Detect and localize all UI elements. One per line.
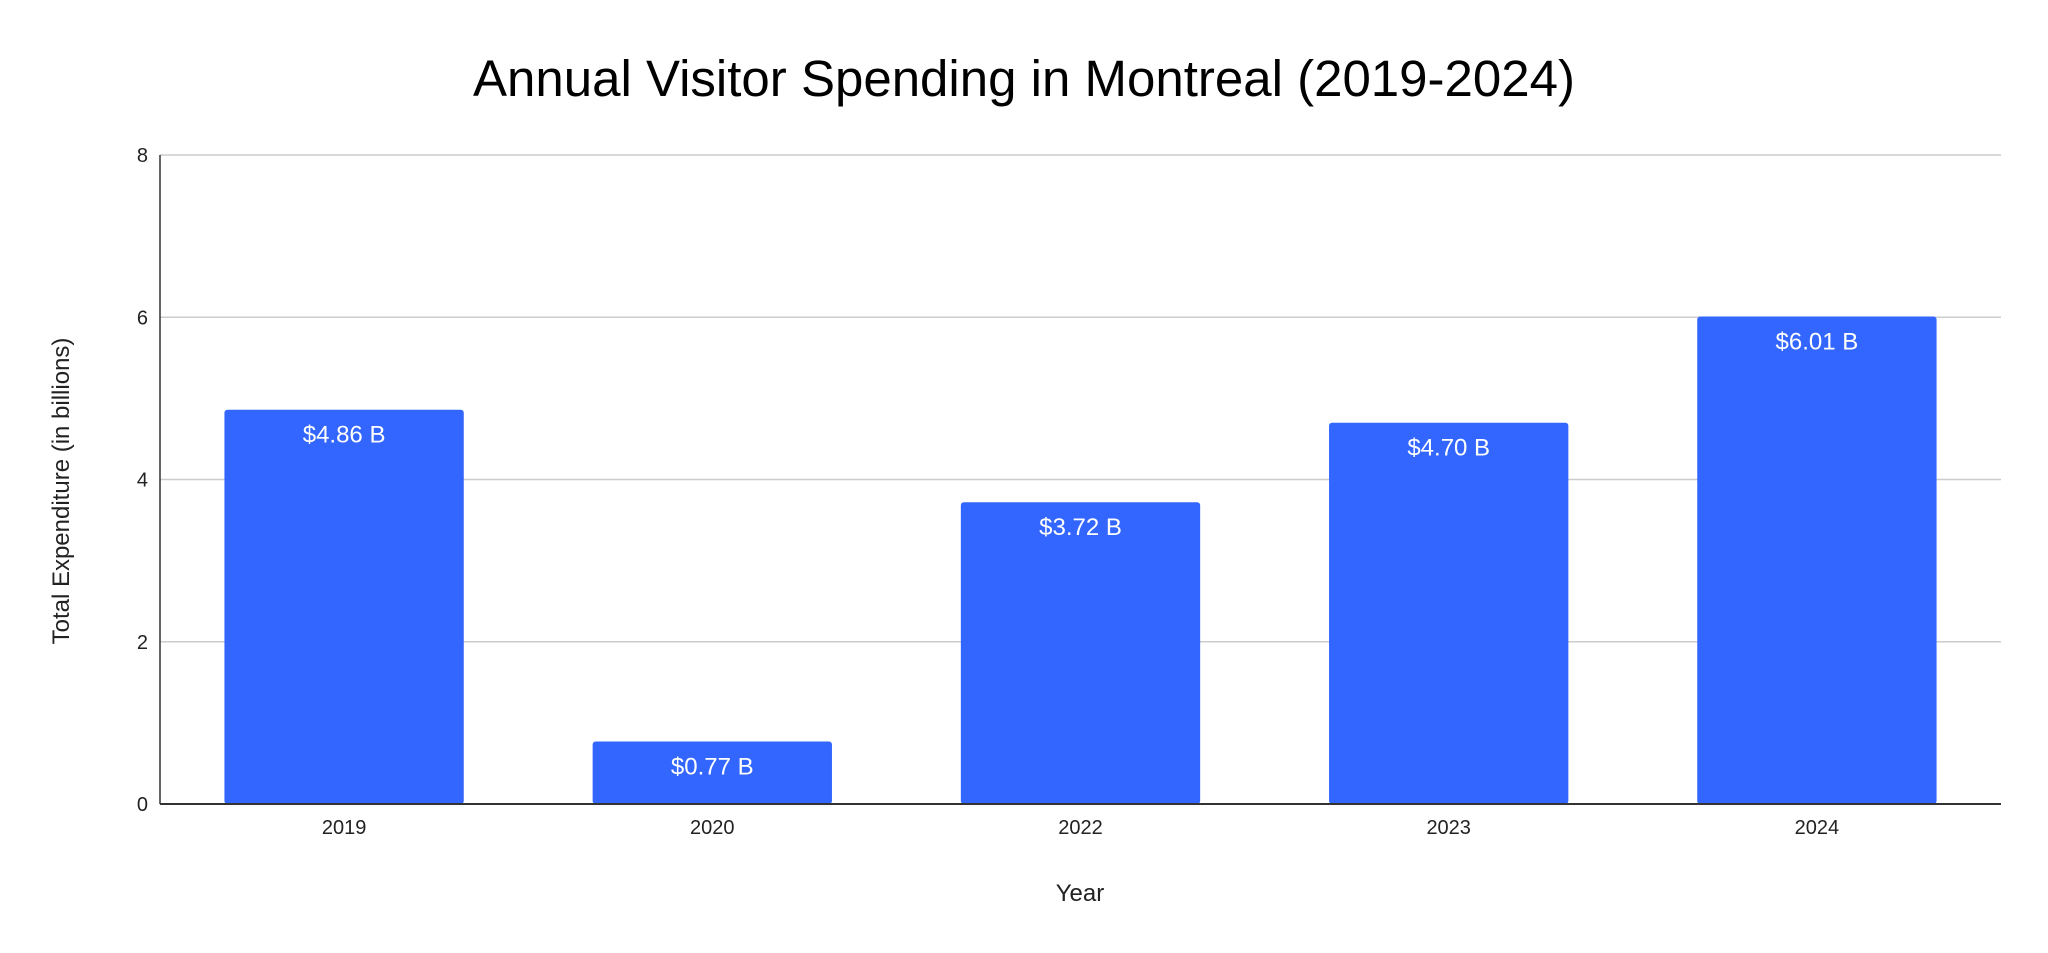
x-tick-label: 2023 xyxy=(1426,817,1471,839)
data-label: $3.72 B xyxy=(1039,514,1122,541)
y-tick-label: 4 xyxy=(137,470,148,492)
data-label: $4.70 B xyxy=(1407,435,1490,462)
x-tick-label: 2019 xyxy=(322,817,367,839)
y-tick-label: 8 xyxy=(137,145,148,167)
x-tick-label: 2024 xyxy=(1795,817,1840,839)
data-label: $6.01 B xyxy=(1776,328,1859,355)
bar xyxy=(1329,422,1569,804)
bar xyxy=(960,502,1201,804)
x-axis-title: Year xyxy=(1056,880,1105,907)
bar xyxy=(592,741,832,804)
data-label: $4.86 B xyxy=(303,422,386,449)
x-axis-ticks: 2019 2020 2022 2023 2024 xyxy=(322,817,1839,839)
x-tick-label: 2020 xyxy=(690,817,735,839)
y-tick-label: 2 xyxy=(137,632,148,654)
y-tick-label: 0 xyxy=(137,794,148,816)
data-label: $0.77 B xyxy=(671,754,754,781)
chart-title: Annual Visitor Spending in Montreal (201… xyxy=(473,50,1575,107)
x-tick-label: 2022 xyxy=(1058,817,1103,839)
data-labels: $4.86 B $0.77 B $3.72 B $4.70 B $6.01 B xyxy=(303,328,1859,780)
y-axis-ticks: 0 2 4 6 8 xyxy=(137,145,148,816)
bars xyxy=(224,316,1937,804)
bar xyxy=(1697,316,1937,804)
bar xyxy=(224,409,464,804)
y-tick-label: 6 xyxy=(137,307,148,329)
y-axis-title: Total Expenditure (in billions) xyxy=(48,338,75,645)
